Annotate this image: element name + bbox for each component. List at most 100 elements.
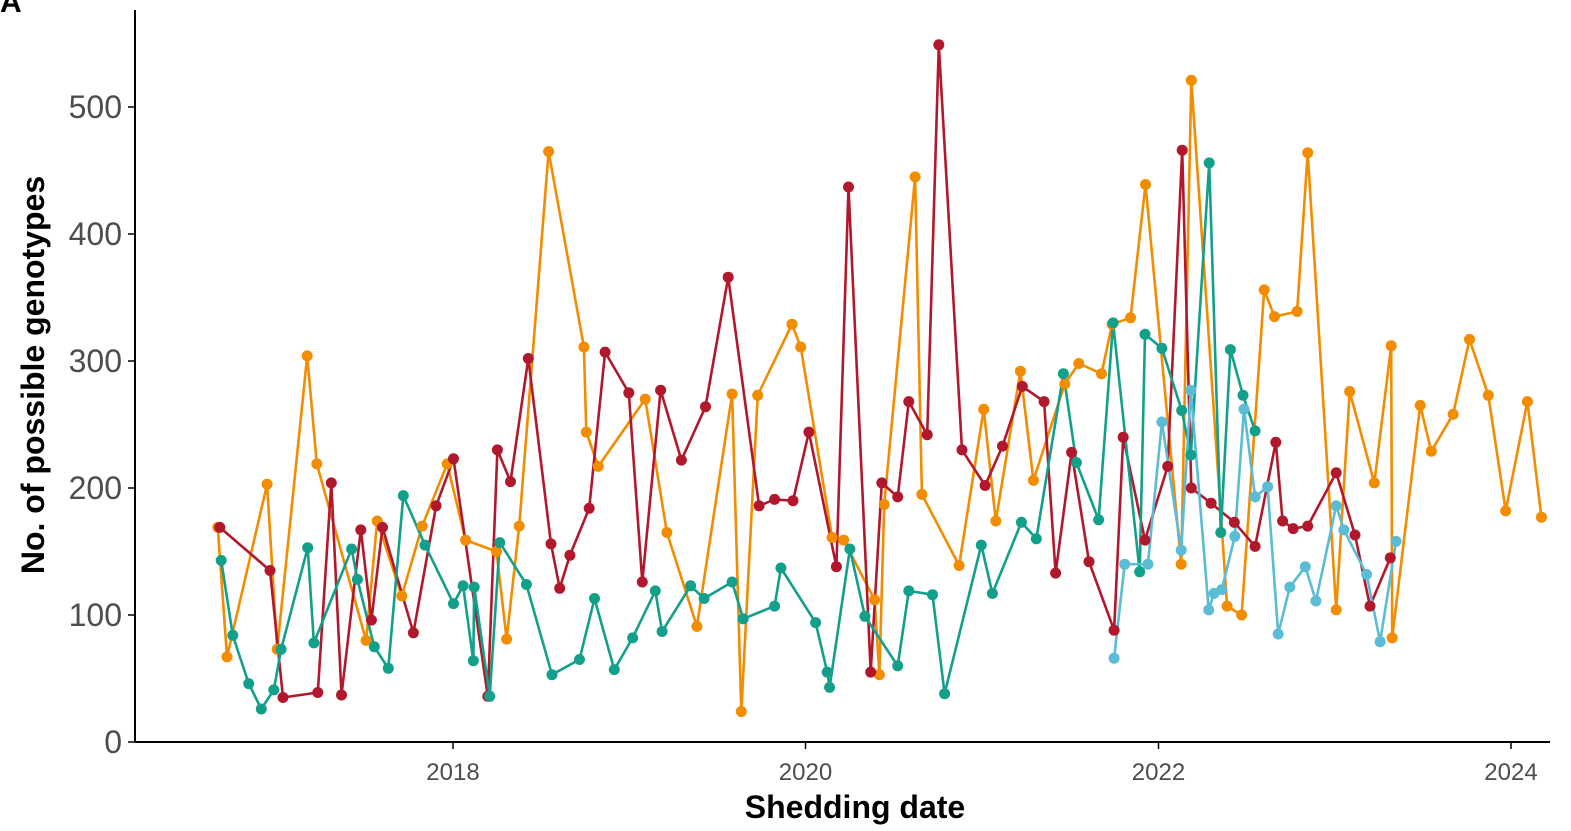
data-point-series-3 <box>243 678 255 690</box>
data-point-series-3 <box>397 490 409 502</box>
data-point-series-2 <box>753 500 765 512</box>
data-point-series-2 <box>1162 460 1174 472</box>
data-point-series-1 <box>909 171 921 183</box>
data-point-series-3 <box>698 593 710 604</box>
data-point-series-1 <box>786 318 798 330</box>
data-point-series-1 <box>1014 365 1026 377</box>
data-point-series-1 <box>1185 74 1197 86</box>
x-tick-label: 2022 <box>1132 759 1185 786</box>
data-point-series-3 <box>892 660 904 672</box>
data-point-series-4 <box>1156 416 1168 428</box>
data-point-series-1 <box>691 620 703 632</box>
data-point-series-4 <box>1338 524 1350 536</box>
data-point-series-3 <box>656 626 668 637</box>
data-point-series-1 <box>1500 505 1512 517</box>
data-point-series-2 <box>564 549 576 561</box>
data-point-series-3 <box>844 543 856 555</box>
data-point-series-4 <box>1374 636 1386 648</box>
y-tick-label: 200 <box>69 470 122 506</box>
data-point-series-3 <box>1237 389 1249 401</box>
data-point-series-3 <box>546 669 558 681</box>
data-point-series-3 <box>1015 516 1027 528</box>
x-tick-label: 2018 <box>426 759 479 786</box>
data-point-series-3 <box>275 643 287 655</box>
data-point-series-3 <box>903 585 915 597</box>
data-point-series-3 <box>737 613 749 625</box>
data-point-series-2 <box>491 444 503 456</box>
data-point-series-2 <box>1038 396 1050 408</box>
data-point-series-3 <box>627 632 639 644</box>
data-point-series-4 <box>1361 568 1373 580</box>
data-point-series-1 <box>592 460 604 472</box>
data-point-series-1 <box>301 350 313 362</box>
data-point-series-3 <box>1249 425 1261 437</box>
series-line-4 <box>1112 388 1398 659</box>
data-point-series-4 <box>1390 535 1402 547</box>
x-axis-ticks: 2018 2020 2022 2024 <box>426 742 1538 786</box>
data-point-series-2 <box>1205 497 1217 509</box>
data-point-series-4 <box>1310 595 1322 607</box>
data-point-series-2 <box>1302 520 1314 532</box>
data-point-series-3 <box>302 542 314 554</box>
data-point-series-3 <box>726 576 738 588</box>
data-point-series-2 <box>903 396 915 408</box>
data-point-series-2 <box>843 181 854 193</box>
data-point-series-1 <box>1059 378 1071 390</box>
data-point-series-2 <box>430 500 442 512</box>
data-point-series-1 <box>953 560 965 571</box>
data-point-series-3 <box>494 537 506 549</box>
data-point-series-2 <box>1384 552 1396 564</box>
data-point-series-2 <box>787 495 799 507</box>
data-point-series-1 <box>1535 511 1547 523</box>
data-point-series-3 <box>448 598 459 610</box>
data-point-series-3 <box>986 587 998 599</box>
x-tick-label: 2024 <box>1484 759 1537 786</box>
data-point-series-2 <box>830 561 842 573</box>
data-point-series-2 <box>365 614 377 626</box>
data-point-series-1 <box>416 520 428 532</box>
data-point-series-1 <box>261 478 273 490</box>
data-point-series-3 <box>608 664 620 676</box>
data-point-series-2 <box>336 689 347 701</box>
data-point-series-2 <box>277 692 289 703</box>
data-point-series-4 <box>1249 491 1261 503</box>
data-point-series-1 <box>869 594 881 606</box>
data-point-series-4 <box>1108 652 1120 664</box>
data-point-series-3 <box>468 581 480 593</box>
data-point-series-3 <box>1134 566 1146 578</box>
data-point-series-2 <box>583 502 595 514</box>
y-axis-ticks: 0 100 200 300 400 500 <box>69 89 135 760</box>
data-point-series-1 <box>1125 312 1136 324</box>
data-point-series-2 <box>1330 467 1342 479</box>
data-point-series-2 <box>1066 446 1078 458</box>
data-point-series-1 <box>1386 632 1398 644</box>
data-point-series-1 <box>360 634 372 646</box>
data-point-series-2 <box>1176 144 1188 156</box>
data-point-series-3 <box>649 585 661 597</box>
data-point-series-2 <box>214 521 226 533</box>
data-point-series-1 <box>916 488 928 500</box>
data-point-series-1 <box>1344 386 1356 397</box>
data-point-series-4 <box>1272 628 1284 640</box>
data-point-series-2 <box>1083 556 1095 568</box>
series-points <box>212 39 1547 717</box>
data-point-series-4 <box>1229 530 1241 542</box>
data-point-series-1 <box>639 393 651 405</box>
data-point-series-4 <box>1238 403 1250 415</box>
data-point-series-2 <box>769 493 781 505</box>
data-point-series-2 <box>1270 436 1282 448</box>
data-point-series-1 <box>1368 477 1380 489</box>
data-point-series-1 <box>501 633 513 645</box>
data-point-series-3 <box>308 637 320 649</box>
data-point-series-3 <box>268 684 280 696</box>
data-point-series-2 <box>997 440 1008 452</box>
data-point-series-1 <box>735 706 747 717</box>
data-point-series-1 <box>580 426 592 438</box>
data-point-series-2 <box>505 476 516 488</box>
data-point-series-4 <box>1216 584 1228 596</box>
data-point-series-2 <box>979 480 991 491</box>
data-point-series-3 <box>457 580 469 592</box>
data-point-series-3 <box>859 610 871 622</box>
data-point-series-3 <box>368 641 380 653</box>
